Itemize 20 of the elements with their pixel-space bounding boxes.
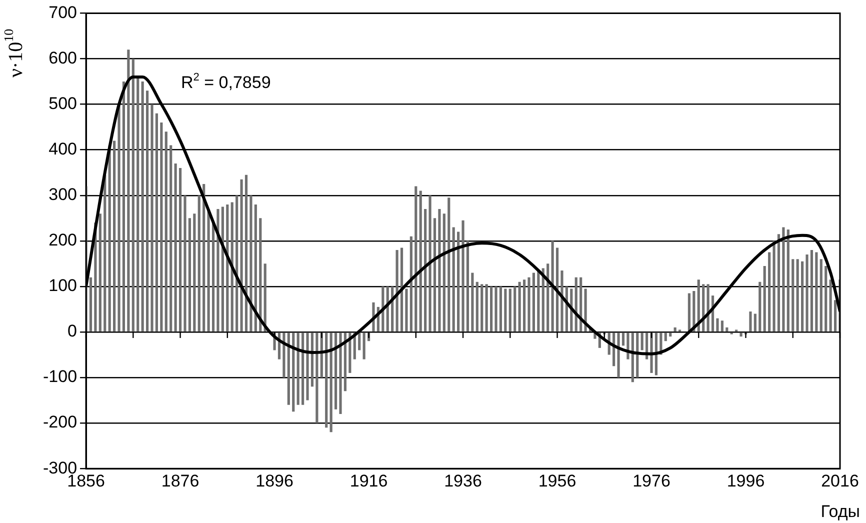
- x-tick-label: 2016: [821, 471, 859, 490]
- y-tick-label: 0: [68, 322, 78, 341]
- y-tick-label: 100: [48, 276, 78, 296]
- x-tick-label: 1916: [350, 471, 388, 490]
- y-tick-label: -200: [42, 412, 78, 432]
- x-tick-label: 1896: [256, 471, 294, 490]
- y-tick-label: -100: [42, 367, 78, 386]
- x-axis-title: Годы: [820, 502, 860, 521]
- x-tick-label: 1956: [538, 471, 576, 490]
- x-tick-label: 1936: [444, 471, 482, 490]
- y-axis-title: ν·1010: [1, 28, 27, 78]
- x-tick-label: 1996: [726, 471, 765, 490]
- y-tick-label: 600: [48, 48, 78, 68]
- y-tick-label: 200: [48, 230, 78, 250]
- x-tick-label: 1976: [632, 471, 670, 490]
- y-tick-label: 500: [48, 94, 78, 113]
- y-tick-label: 300: [48, 185, 78, 204]
- y-tick-label: 400: [48, 140, 78, 159]
- x-tick-label: 1876: [161, 471, 200, 490]
- y-tick-label: 700: [48, 2, 78, 22]
